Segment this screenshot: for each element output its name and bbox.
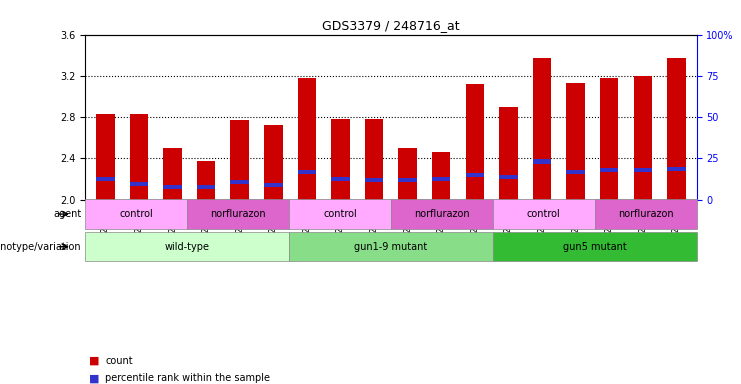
Text: gun5 mutant: gun5 mutant [562,242,627,252]
Bar [96,114,115,200]
Bar [197,162,216,200]
Bar [600,78,619,200]
Bar [130,114,148,200]
Bar [331,177,350,181]
Bar [594,199,697,229]
Bar [163,148,182,200]
Text: gun1-9 mutant: gun1-9 mutant [354,242,428,252]
Text: ■: ■ [89,373,99,383]
Bar [399,178,417,182]
Bar [600,168,619,172]
Text: norflurazon: norflurazon [414,209,470,219]
Bar [634,168,652,172]
Bar [197,185,216,189]
Bar [289,199,391,229]
Bar [432,152,451,200]
Text: percentile rank within the sample: percentile rank within the sample [105,373,270,383]
Bar [230,180,249,184]
Bar [96,177,115,181]
Bar [634,76,652,200]
Bar [289,232,493,262]
Text: control: control [323,209,357,219]
Title: GDS3379 / 248716_at: GDS3379 / 248716_at [322,19,459,32]
Bar [667,167,685,171]
Bar [230,120,249,200]
Bar [667,58,685,200]
Bar [499,175,518,179]
Bar [85,199,187,229]
Bar [566,170,585,174]
Text: count: count [105,356,133,366]
Text: agent: agent [53,209,82,219]
Text: genotype/variation: genotype/variation [0,242,82,252]
Bar [566,83,585,200]
Text: control: control [119,209,153,219]
Text: norflurazon: norflurazon [210,209,266,219]
Bar [365,178,383,182]
Bar [465,173,484,177]
Text: norflurazon: norflurazon [618,209,674,219]
Bar [264,183,282,187]
Text: wild-type: wild-type [165,242,210,252]
Bar [130,182,148,186]
Bar [331,119,350,200]
Bar [85,232,289,262]
Bar [465,84,484,200]
Bar [493,232,697,262]
Bar [365,119,383,200]
Bar [533,159,551,164]
Bar [399,148,417,200]
Bar [391,199,493,229]
Bar [493,199,594,229]
Bar [499,107,518,200]
Bar [533,58,551,200]
Bar [187,199,289,229]
Text: control: control [527,209,561,219]
Bar [163,185,182,189]
Text: ■: ■ [89,356,99,366]
Bar [298,78,316,200]
Bar [264,125,282,200]
Bar [432,177,451,181]
Bar [298,170,316,174]
